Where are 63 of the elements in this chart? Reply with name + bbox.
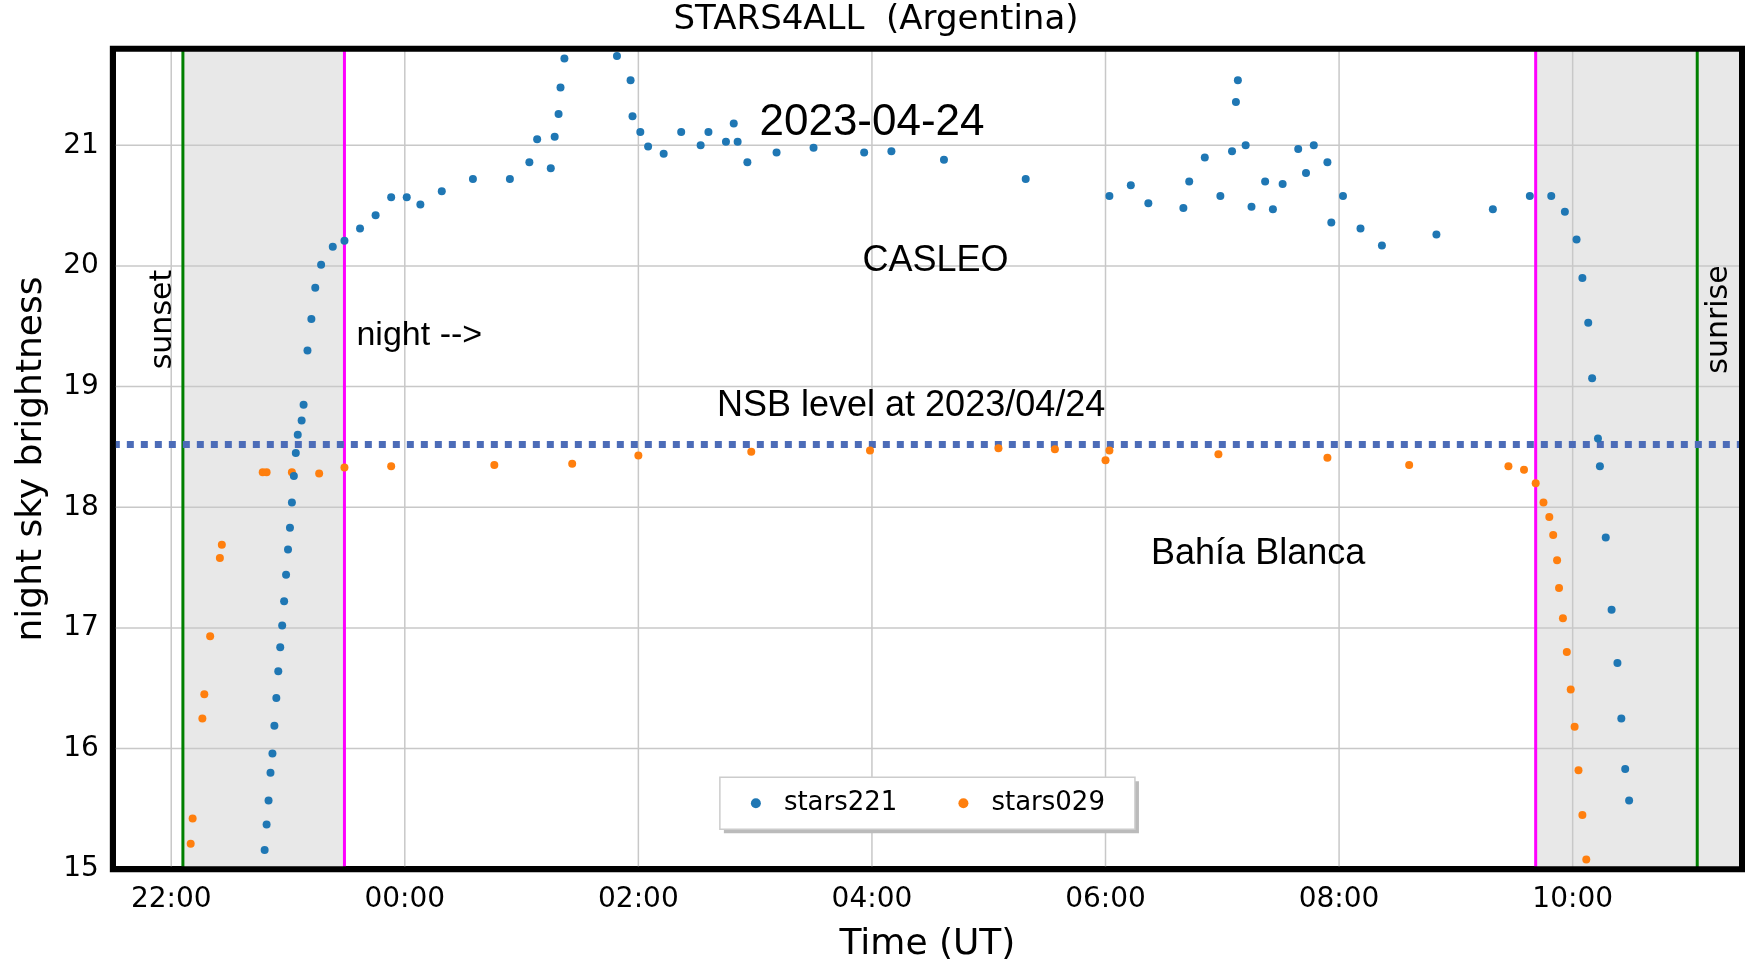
x-tick-label: 22:00 — [130, 881, 212, 915]
point — [747, 447, 756, 456]
annotation: CASLEO — [862, 238, 1009, 280]
y-tick-label: 17 — [63, 609, 99, 643]
point — [994, 444, 1003, 453]
point — [1578, 810, 1587, 819]
point — [1101, 456, 1110, 465]
annotation: 2023-04-24 — [759, 94, 985, 144]
x-tick-label: 10:00 — [1532, 881, 1614, 915]
x-tick-label: 06:00 — [1065, 881, 1146, 915]
point — [1504, 462, 1513, 471]
point — [217, 540, 226, 549]
point — [490, 461, 499, 470]
point — [387, 462, 396, 471]
point — [1531, 479, 1540, 488]
point — [198, 714, 207, 723]
x-tick-label: 04:00 — [831, 881, 913, 915]
point — [1562, 648, 1571, 657]
point — [1558, 614, 1567, 623]
point — [1574, 766, 1583, 775]
ref-line-label: night --> — [356, 314, 483, 353]
ref-line-label: sunrise — [1699, 265, 1735, 374]
point — [1553, 556, 1562, 565]
x-tick-label: 02:00 — [598, 881, 679, 915]
legend-label: stars221 — [783, 785, 898, 816]
point — [1520, 465, 1528, 474]
legend-label: stars029 — [991, 785, 1105, 816]
point — [1323, 453, 1332, 462]
y-axis-title: night sky brightness — [7, 276, 49, 642]
y-tick-label: 15 — [63, 850, 99, 884]
point — [1405, 461, 1414, 470]
point — [215, 553, 224, 562]
point — [1214, 450, 1223, 459]
x-tick-label: 00:00 — [364, 881, 446, 915]
point — [340, 463, 349, 472]
x-tick-label: 08:00 — [1298, 881, 1380, 915]
point — [1050, 445, 1059, 454]
annotation: Bahía Blanca — [1151, 531, 1367, 573]
point — [188, 814, 197, 823]
point — [206, 632, 215, 641]
point — [200, 690, 209, 699]
point — [865, 446, 874, 455]
point — [1549, 531, 1558, 540]
ref-line-label: sunset — [142, 269, 178, 370]
point — [315, 469, 324, 478]
point — [634, 451, 643, 460]
x-axis-title: Time (UT) — [838, 920, 1016, 962]
point — [568, 459, 577, 468]
chart-title: STARS4ALL (Argentina) — [673, 0, 1079, 38]
y-tick-label: 19 — [63, 367, 99, 401]
ref-line-label: NSB level at 2023/04/24 — [716, 383, 1106, 425]
point — [1539, 498, 1548, 507]
point — [1570, 722, 1579, 731]
y-tick-label: 20 — [63, 247, 99, 281]
point — [1566, 685, 1575, 694]
point — [186, 839, 195, 848]
point — [1555, 584, 1564, 593]
point — [1545, 512, 1554, 521]
y-tick-label: 21 — [63, 126, 99, 160]
y-tick-label: 18 — [63, 488, 99, 522]
point — [1105, 446, 1114, 455]
point — [1582, 855, 1591, 864]
y-tick-label: 16 — [63, 729, 99, 763]
